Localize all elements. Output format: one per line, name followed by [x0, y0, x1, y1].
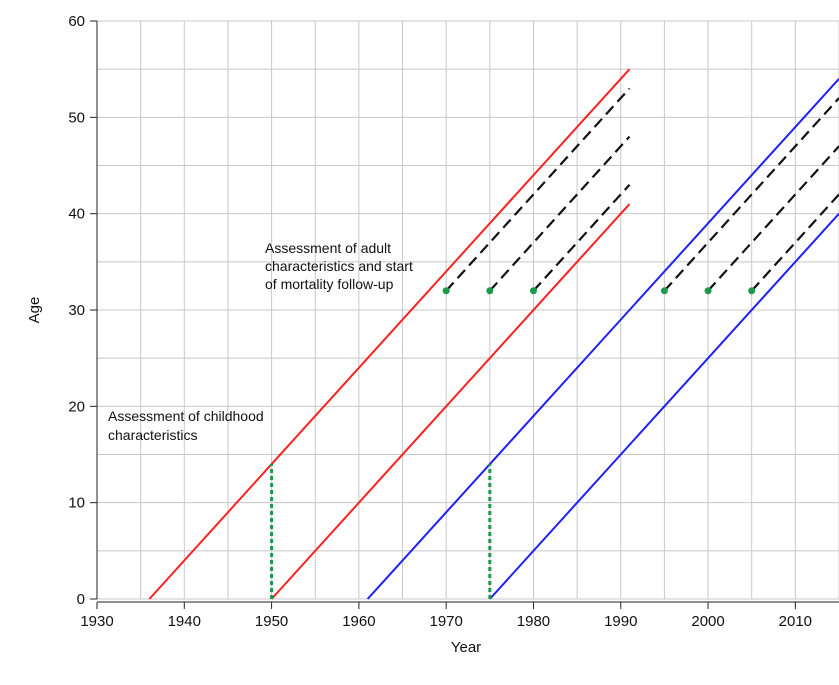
series: [148, 68, 839, 600]
lexis-line: [366, 78, 839, 600]
x-tick-label: 1950: [255, 613, 288, 630]
followup-dashed-line: [445, 87, 631, 292]
y-tick-label: 40: [68, 206, 85, 223]
y-tick-label: 50: [68, 109, 85, 126]
x-tick-label: 1930: [80, 613, 113, 630]
y-tick-label: 10: [68, 495, 85, 512]
lexis-line: [148, 68, 631, 600]
y-tick-label: 60: [68, 13, 85, 30]
followup-dashed-line: [707, 145, 839, 292]
x-tick-label: 2000: [691, 613, 724, 630]
y-axis-title: Age: [26, 297, 43, 324]
followup-dashed-line: [489, 135, 631, 292]
annotation-childhood-line-1: Assessment of childhood: [108, 408, 264, 424]
adult-assessment-point: [660, 287, 668, 295]
x-tick-label: 1970: [429, 613, 462, 630]
grid: [96, 20, 839, 600]
x-tick-label: 1960: [342, 613, 375, 630]
lexis-line: [489, 212, 839, 600]
adult-assessment-point: [529, 287, 537, 295]
x-tick-label: 1980: [517, 613, 550, 630]
y-tick-label: 0: [77, 591, 85, 608]
annotation-childhood-line-2: characteristics: [108, 427, 197, 443]
annotation-adult-line-3: of mortality follow-up: [265, 276, 394, 292]
lexis-line: [270, 203, 631, 600]
adult-assessment-point: [486, 287, 494, 295]
adult-assessment-point: [704, 287, 712, 295]
followup-dashed-line: [532, 184, 631, 292]
x-axis-title: Year: [451, 639, 481, 656]
axes: 0 10 20 30 40 50 60 1930 1940 1950 1960 1970 1980 199…: [68, 13, 839, 630]
followup-dashed-line: [663, 97, 839, 292]
followup-dashed-line: [750, 193, 839, 292]
x-tick-label: 1940: [168, 613, 201, 630]
y-tick-label: 20: [68, 398, 85, 415]
x-tick-label: 1990: [604, 613, 637, 630]
annotation-adult-line-1: Assessment of adult: [265, 240, 391, 256]
y-tick-label: 30: [68, 302, 85, 319]
x-tick-label: 2010: [779, 613, 812, 630]
adult-assessment-point: [748, 287, 756, 295]
annotations: Assessment of adult characteristics and …: [108, 240, 413, 443]
adult-assessment-point: [442, 287, 450, 295]
annotation-adult-line-2: characteristics and start: [265, 258, 413, 274]
